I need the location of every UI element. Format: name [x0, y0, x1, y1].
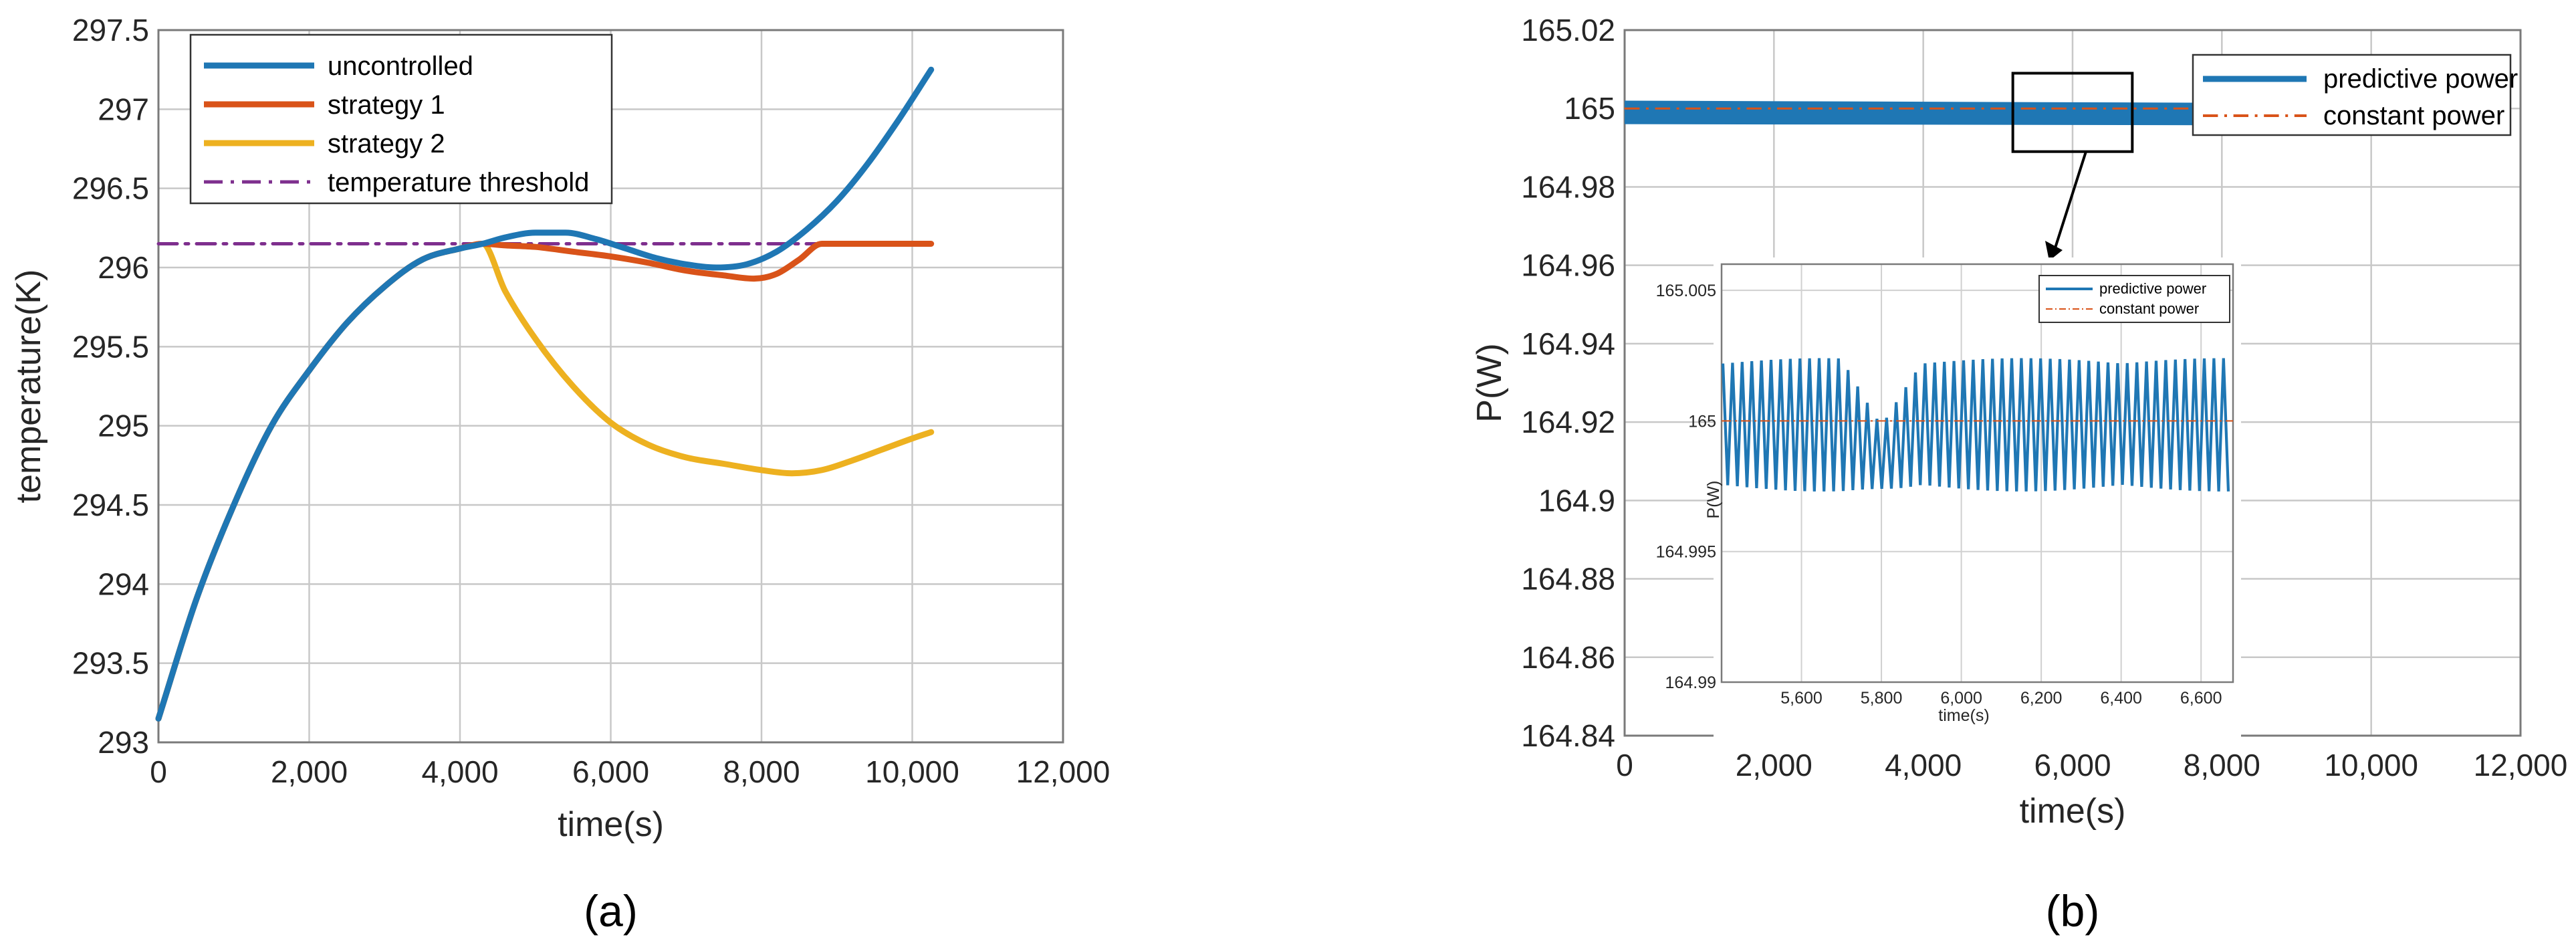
panel-label: (b): [2046, 886, 2100, 936]
legend-label: strategy 1: [328, 90, 445, 120]
y-tick-label: 164.94: [1521, 326, 1615, 361]
inset-y-tick-label: 164.995: [1656, 543, 1716, 562]
x-tick-label: 2,000: [1736, 748, 1812, 782]
inset-x-tick-label: 6,600: [2180, 689, 2222, 708]
inset-background: [1714, 257, 2241, 742]
y-tick-label: 296: [98, 250, 149, 285]
chart-b-power: 0 2,000 4,000 6,000 8,000 10,000 12,000 164.84 1…: [1470, 13, 2567, 936]
inset-x-axis-label: time(s): [1938, 706, 1989, 725]
plot-frame: [157, 29, 1064, 744]
y-tick-label: 295: [98, 409, 149, 443]
inset-x-tick-label: 5,600: [1780, 689, 1823, 708]
legend-label: uncontrolled: [328, 51, 473, 81]
y-tick-label: 164.98: [1521, 169, 1615, 204]
inset-x-tick-label: 6,000: [1940, 689, 1982, 708]
inset-legend-box: [2038, 275, 2230, 323]
x-tick-label: 8,000: [723, 754, 800, 789]
zoom-arrow-head: [2045, 241, 2063, 261]
x-tick-label: 2,000: [271, 754, 348, 789]
y-tick-label: 164.9: [1538, 483, 1615, 518]
inset-frame: [1720, 263, 2234, 683]
y-tick-label: 164.92: [1521, 405, 1615, 439]
inset-series-predictive-power: [1721, 358, 2230, 492]
inset-x-tick-label: 6,400: [2100, 689, 2142, 708]
y-tick-label: 295.5: [72, 329, 149, 364]
legend-box: [2192, 54, 2512, 136]
legend-label: predictive power: [2323, 64, 2518, 94]
x-tick-label: 0: [1616, 748, 1633, 782]
x-tick-label: 12,000: [2474, 748, 2568, 782]
inset-x-tick-label: 6,200: [2020, 689, 2063, 708]
x-axis-label: time(s): [2020, 792, 2126, 831]
chart-a-temperature: 0 2,000 4,000 6,000 8,000 10,000 12,000 293 293.…: [9, 13, 1110, 936]
inset-y-tick-label: 165: [1688, 412, 1716, 431]
y-tick-label: 297.5: [72, 13, 149, 47]
inset-x-tick-label: 5,800: [1861, 689, 1903, 708]
series-line-strategy-1: [155, 241, 935, 722]
series-line-uncontrolled: [155, 66, 935, 722]
panel-label: (a): [584, 886, 638, 936]
inset-legend-label: constant power: [2099, 300, 2199, 317]
y-tick-label: 294.5: [72, 488, 149, 522]
y-tick-label: 297: [98, 92, 149, 126]
x-tick-label: 8,000: [2184, 748, 2260, 782]
y-tick-label: 294: [98, 566, 149, 601]
inset-legend-label: predictive power: [2099, 280, 2206, 297]
x-tick-label: 4,000: [1885, 748, 1962, 782]
inset-y-tick-label: 165.005: [1656, 282, 1716, 300]
x-tick-label: 4,000: [421, 754, 498, 789]
x-tick-label: 6,000: [572, 754, 649, 789]
legend-label: temperature threshold: [328, 168, 589, 197]
y-axis-label: P(W): [1470, 343, 1509, 422]
zoom-box: [2011, 72, 2134, 153]
y-tick-label: 293: [98, 725, 149, 760]
y-tick-label: 164.86: [1521, 640, 1615, 675]
y-tick-label: 165: [1564, 91, 1615, 126]
series-group: [155, 66, 935, 722]
zoom-arrow-line: [2052, 151, 2087, 255]
legend: predictive power constant power: [2192, 54, 2518, 136]
y-tick-label: 164.88: [1521, 562, 1615, 597]
inset-legend: predictive power constant power: [2038, 275, 2230, 323]
legend: uncontrolled strategy 1 strategy 2 temperat…: [189, 33, 613, 205]
x-tick-label: 6,000: [2034, 748, 2111, 782]
x-tick-label: 12,000: [1016, 754, 1110, 789]
y-axis-label: temperature(K): [9, 270, 48, 504]
x-tick-label: 0: [150, 754, 167, 789]
y-tick-label: 164.96: [1521, 248, 1615, 283]
y-tick-label: 293.5: [72, 646, 149, 681]
y-tick-label: 296.5: [72, 171, 149, 206]
x-axis-label: time(s): [558, 805, 664, 844]
legend-label: strategy 2: [328, 129, 445, 158]
series-line-strategy-2: [155, 241, 935, 722]
x-tick-label: 10,000: [865, 754, 959, 789]
inset-y-tick-label: 164.99: [1665, 673, 1716, 692]
y-tick-label: 165.02: [1521, 13, 1615, 47]
legend-label: constant power: [2323, 101, 2504, 130]
y-tick-label: 164.84: [1521, 718, 1615, 753]
inset-y-axis-label: P(W): [1704, 481, 1723, 519]
inset-chart: 5,600 5,800 6,000 6,200 6,400 6,600 164.99 164.…: [1656, 257, 2241, 742]
x-tick-label: 10,000: [2324, 748, 2418, 782]
